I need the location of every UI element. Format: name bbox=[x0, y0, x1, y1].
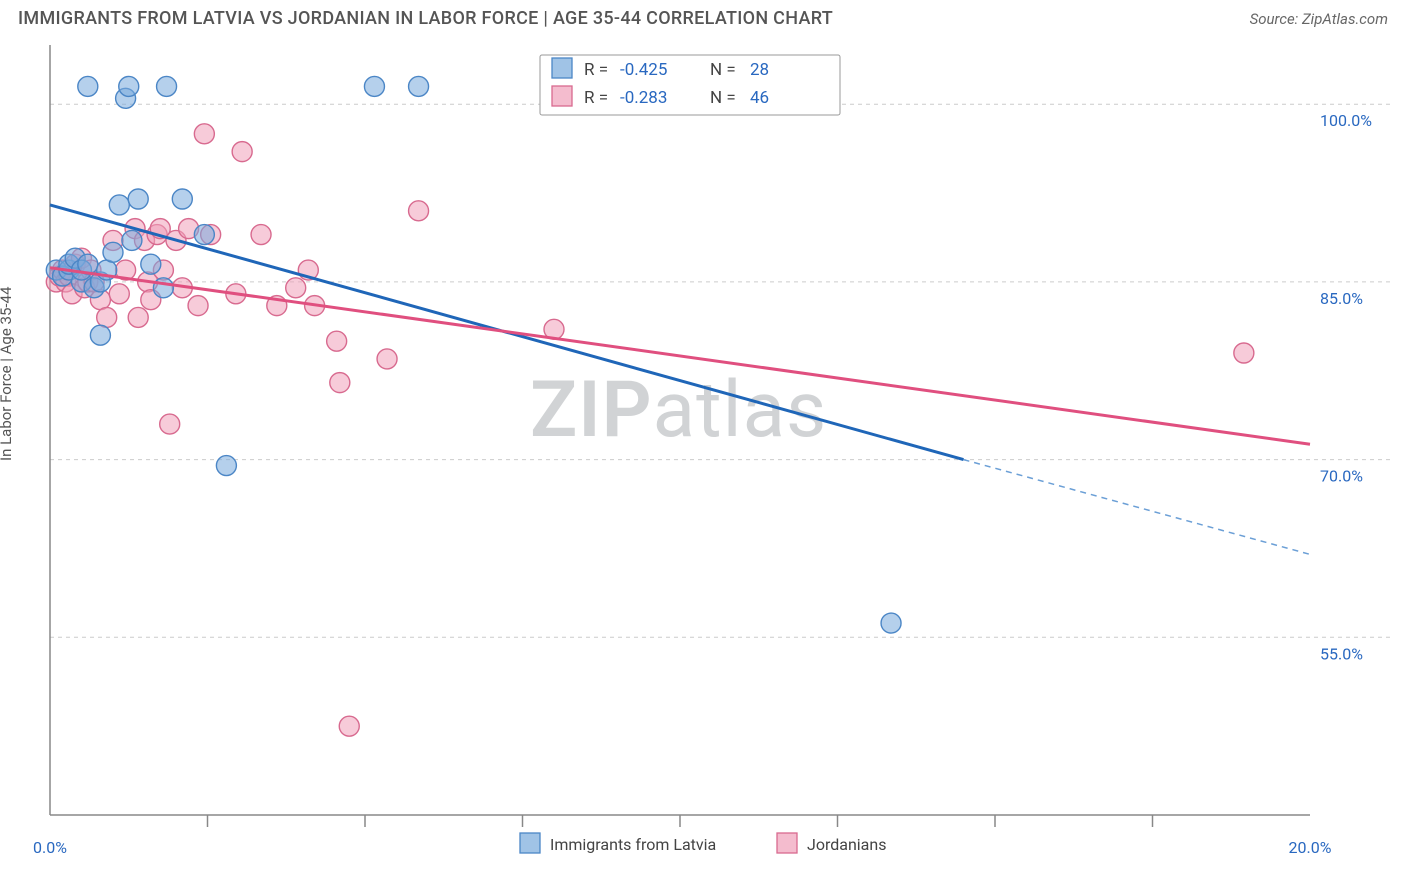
svg-text:R =: R = bbox=[584, 88, 608, 108]
svg-text:85.0%: 85.0% bbox=[1320, 289, 1363, 308]
svg-text:20.0%: 20.0% bbox=[1289, 838, 1332, 857]
svg-text:55.0%: 55.0% bbox=[1320, 644, 1363, 663]
svg-text:R =: R = bbox=[584, 60, 608, 80]
svg-text:100.0%: 100.0% bbox=[1320, 111, 1372, 130]
svg-text:0.0%: 0.0% bbox=[33, 838, 67, 857]
svg-text:-0.283: -0.283 bbox=[620, 88, 667, 108]
svg-text:N =: N = bbox=[710, 88, 736, 108]
svg-text:Immigrants from Latvia: Immigrants from Latvia bbox=[550, 835, 716, 854]
scatter-chart: 55.0%70.0%85.0%100.0%ZIPatlas0.0%20.0%R … bbox=[0, 35, 1406, 887]
svg-text:N =: N = bbox=[710, 60, 736, 80]
y-axis-label: In Labor Force | Age 35-44 bbox=[0, 287, 15, 461]
chart-title: IMMIGRANTS FROM LATVIA VS JORDANIAN IN L… bbox=[18, 8, 833, 29]
chart-source: Source: ZipAtlas.com bbox=[1250, 10, 1388, 28]
chart-header: IMMIGRANTS FROM LATVIA VS JORDANIAN IN L… bbox=[0, 0, 1406, 35]
svg-text:28: 28 bbox=[750, 60, 769, 80]
chart-container: In Labor Force | Age 35-44 55.0% 70.0% 85.… bbox=[0, 35, 1406, 887]
svg-text:-0.425: -0.425 bbox=[620, 60, 667, 80]
svg-text:Jordanians: Jordanians bbox=[807, 835, 886, 854]
svg-text:70.0%: 70.0% bbox=[1320, 467, 1363, 486]
svg-text:46: 46 bbox=[750, 88, 769, 108]
